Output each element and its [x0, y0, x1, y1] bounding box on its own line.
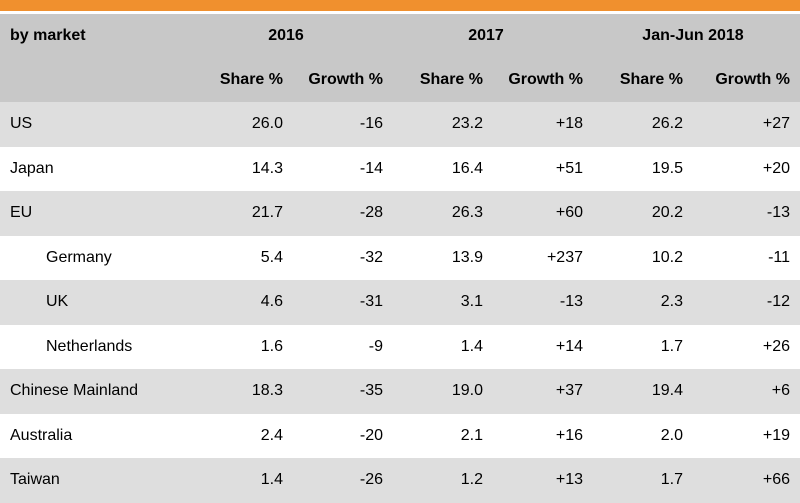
market-name-cell: UK: [46, 293, 69, 311]
growth-2017-cell: +51: [555, 159, 583, 177]
share-2016-cell: 1.4: [260, 471, 283, 489]
growth-header-2017: Growth %: [508, 71, 583, 88]
growth-2016-cell: -35: [359, 382, 383, 400]
share-2017-cell: 1.4: [460, 337, 483, 355]
year-header-row: by market 2016 2017 Jan-Jun 2018: [0, 14, 800, 58]
share-header-2018: Share %: [619, 71, 683, 88]
share-2017-cell: 23.2: [451, 115, 483, 133]
growth-2018-cell: -13: [766, 204, 790, 222]
market-name-cell: Netherlands: [46, 337, 133, 355]
growth-2017-cell: -13: [559, 293, 583, 311]
growth-2018-cell: +26: [762, 337, 790, 355]
table-row: EU 21.7 -28 26.3 +60 20.2 -13: [0, 191, 800, 236]
growth-2017-cell: +237: [546, 248, 583, 266]
growth-2016-cell: -32: [359, 248, 383, 266]
share-2016-cell: 2.4: [260, 426, 283, 444]
year-header-2017: 2017: [468, 27, 504, 44]
growth-2016-cell: -26: [359, 471, 383, 489]
year-header-2016: 2016: [268, 27, 304, 44]
market-table: by market 2016 2017 Jan-Jun 2018 Share %…: [0, 14, 800, 503]
growth-2018-cell: +20: [762, 159, 790, 177]
table-row: Taiwan 1.4 -26 1.2 +13 1.7 +66: [0, 458, 800, 503]
top-accent-bar: [0, 0, 800, 11]
growth-2017-cell: +13: [555, 471, 583, 489]
growth-2018-cell: -11: [768, 248, 790, 266]
table-row: UK 4.6 -31 3.1 -13 2.3 -12: [0, 280, 800, 325]
share-2017-cell: 26.3: [451, 204, 483, 222]
share-2016-cell: 14.3: [251, 159, 283, 177]
share-2016-cell: 1.6: [260, 337, 283, 355]
growth-2016-cell: -16: [359, 115, 383, 133]
share-2017-cell: 19.0: [451, 382, 483, 400]
table-row: Netherlands 1.6 -9 1.4 +14 1.7 +26: [0, 324, 800, 369]
market-column-header: by market: [10, 27, 86, 44]
table-row: Japan 14.3 -14 16.4 +51 19.5 +20: [0, 146, 800, 191]
share-2017-cell: 2.1: [460, 426, 483, 444]
table-row: US 26.0 -16 23.2 +18 26.2 +27: [0, 102, 800, 147]
growth-2016-cell: -28: [359, 204, 383, 222]
growth-2018-cell: +27: [762, 115, 790, 133]
share-2018-cell: 19.5: [651, 159, 683, 177]
growth-2018-cell: +66: [762, 471, 790, 489]
table-row: Germany 5.4 -32 13.9 +237 10.2 -11: [0, 235, 800, 280]
share-2018-cell: 1.7: [660, 337, 683, 355]
growth-2017-cell: +16: [555, 426, 583, 444]
market-name-cell: Japan: [10, 159, 54, 177]
growth-2016-cell: -14: [359, 159, 383, 177]
share-2018-cell: 2.3: [660, 293, 683, 311]
growth-2017-cell: +18: [555, 115, 583, 133]
table-row: Australia 2.4 -20 2.1 +16 2.0 +19: [0, 413, 800, 458]
share-2016-cell: 4.6: [260, 293, 283, 311]
share-2017-cell: 1.2: [460, 471, 483, 489]
growth-2016-cell: -20: [359, 426, 383, 444]
table-row: Chinese Mainland 18.3 -35 19.0 +37 19.4 +6: [0, 369, 800, 414]
growth-2018-cell: +6: [771, 382, 790, 400]
growth-2017-cell: +14: [555, 337, 583, 355]
share-2018-cell: 26.2: [651, 115, 683, 133]
year-header-jan-jun-2018: Jan-Jun 2018: [642, 27, 744, 44]
top-gap: [0, 11, 800, 14]
share-header-2016: Share %: [219, 71, 283, 88]
market-name-cell: US: [10, 115, 33, 133]
growth-header-2016: Growth %: [308, 71, 383, 88]
market-name-cell: Australia: [10, 426, 73, 444]
share-2017-cell: 16.4: [451, 159, 483, 177]
growth-header-2018: Growth %: [715, 71, 790, 88]
share-2016-cell: 18.3: [251, 382, 283, 400]
growth-2017-cell: +60: [555, 204, 583, 222]
share-2018-cell: 2.0: [660, 426, 683, 444]
growth-2016-cell: -9: [368, 337, 383, 355]
metric-header-row: Share % Growth % Share % Growth % Share …: [0, 58, 800, 102]
market-name-cell: Chinese Mainland: [10, 382, 139, 400]
growth-2018-cell: +19: [762, 426, 790, 444]
share-2018-cell: 1.7: [660, 471, 683, 489]
market-name-cell: Taiwan: [10, 471, 60, 489]
growth-2017-cell: +37: [555, 382, 583, 400]
growth-2018-cell: -12: [766, 293, 790, 311]
market-name-cell: EU: [10, 204, 33, 222]
share-2016-cell: 21.7: [251, 204, 283, 222]
market-name-cell: Germany: [46, 248, 112, 266]
share-2017-cell: 3.1: [460, 293, 483, 311]
share-2017-cell: 13.9: [451, 248, 483, 266]
share-2018-cell: 19.4: [651, 382, 683, 400]
share-2018-cell: 20.2: [651, 204, 683, 222]
share-2016-cell: 26.0: [251, 115, 283, 133]
table-body: US 26.0 -16 23.2 +18 26.2 +27 Japan 14.3 -14 16.4 +…: [0, 102, 800, 503]
share-2018-cell: 10.2: [651, 248, 683, 266]
share-2016-cell: 5.4: [260, 248, 283, 266]
share-header-2017: Share %: [419, 71, 483, 88]
growth-2016-cell: -31: [359, 293, 383, 311]
